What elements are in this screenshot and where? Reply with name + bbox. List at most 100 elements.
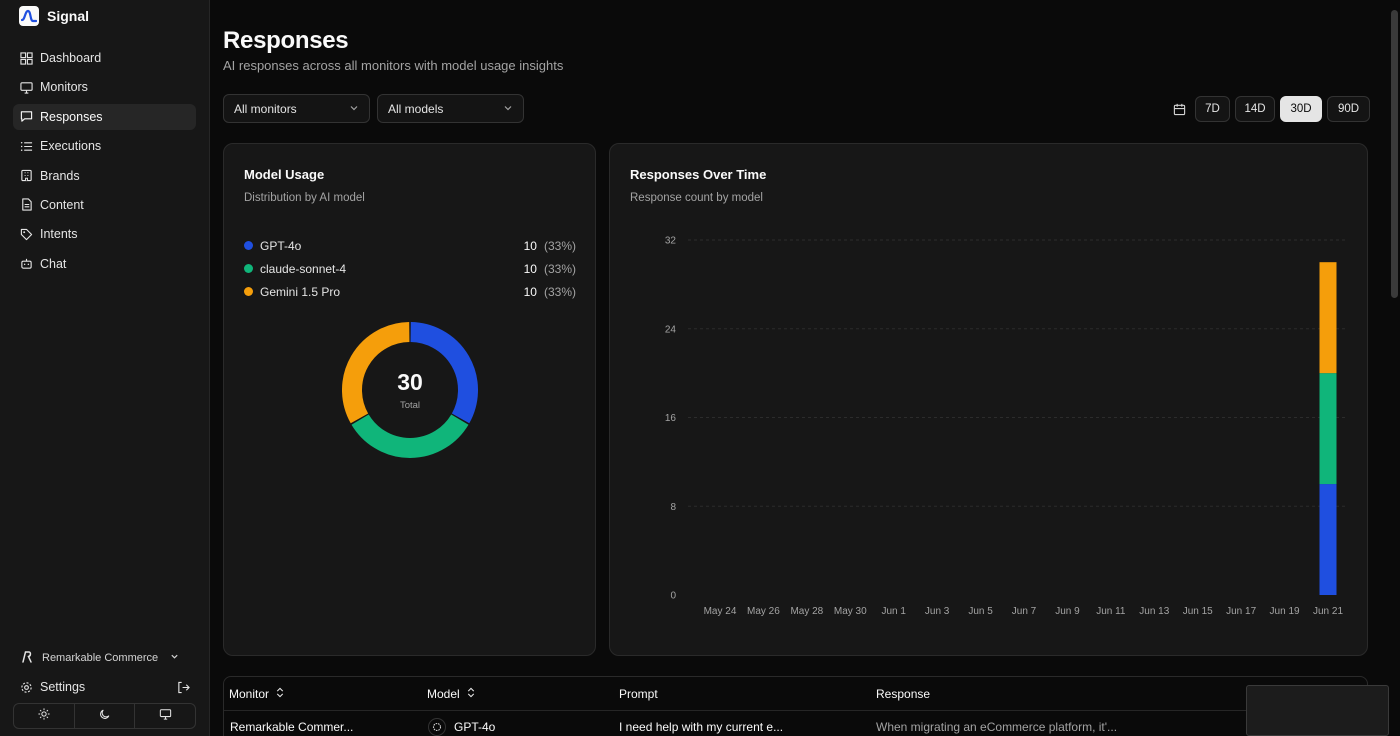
monitor-filter-select[interactable]: All monitors: [223, 94, 370, 123]
legend-percent: (33%): [543, 284, 576, 299]
sidebar-item-label: Dashboard: [40, 51, 102, 65]
settings-link[interactable]: Settings: [13, 676, 196, 698]
model-filter-select[interactable]: All models: [377, 94, 524, 123]
screenshot-thumbnail[interactable]: [1246, 685, 1389, 736]
legend-model-name: Gemini 1.5 Pro: [260, 284, 341, 299]
x-tick-label: Jun 15: [1183, 606, 1213, 617]
legend-model-name: GPT-4o: [260, 238, 302, 253]
settings-label: Settings: [40, 680, 86, 694]
monitor-icon: [159, 707, 172, 725]
legend-count: 10: [523, 261, 537, 276]
sidebar-item-brands[interactable]: Brands: [13, 163, 196, 189]
sidebar-item-label: Intents: [40, 227, 78, 242]
range-14d-button[interactable]: 14D: [1235, 96, 1275, 122]
sidebar-item-dashboard[interactable]: Dashboard: [13, 45, 196, 71]
model-usage-title: Model Usage: [244, 167, 325, 182]
moon-icon: [99, 707, 111, 725]
y-tick-label: 24: [665, 324, 677, 335]
monitor-filter-value: All monitors: [234, 101, 297, 116]
org-switcher[interactable]: Remarkable Commerce: [13, 646, 196, 670]
cell-monitor: Remarkable Commer...: [230, 720, 354, 734]
list-icon: [20, 140, 33, 153]
x-tick-label: Jun 19: [1270, 606, 1300, 617]
sidebar-item-label: Chat: [40, 256, 67, 271]
x-tick-label: Jun 13: [1139, 606, 1169, 617]
range-7d-button[interactable]: 7D: [1195, 96, 1230, 122]
sidebar-item-monitors[interactable]: Monitors: [13, 74, 196, 100]
sidebar-item-chat[interactable]: Chat: [13, 251, 196, 277]
donut-slice: [410, 322, 478, 424]
calendar-icon: [1170, 103, 1188, 116]
sidebar-item-label: Responses: [40, 109, 103, 124]
monitor-icon: [20, 81, 33, 94]
org-logo-icon: [20, 650, 34, 667]
model-filter-value: All models: [388, 101, 444, 116]
range-30d-button[interactable]: 30D: [1280, 96, 1322, 122]
sidebar-item-label: Brands: [40, 168, 80, 183]
light-theme-button[interactable]: [14, 704, 75, 728]
legend-count: 10: [523, 238, 537, 253]
model-usage-donut: [342, 322, 478, 458]
sidebar-item-content[interactable]: Content: [13, 192, 196, 218]
sidebar-item-label: Monitors: [40, 80, 88, 95]
org-name: Remarkable Commerce: [42, 652, 159, 664]
range-90d-button[interactable]: 90D: [1327, 96, 1370, 122]
system-theme-button[interactable]: [135, 704, 195, 728]
x-tick-label: Jun 7: [1012, 606, 1037, 617]
x-tick-label: Jun 11: [1096, 606, 1126, 617]
sort-icon: [275, 687, 285, 701]
sort-icon: [466, 687, 476, 701]
sidebar-item-executions[interactable]: Executions: [13, 133, 196, 159]
sidebar-item-intents[interactable]: Intents: [13, 221, 196, 247]
bar-segment[interactable]: [1319, 484, 1337, 595]
app-name: Signal: [47, 8, 90, 24]
legend-count: 10: [523, 284, 537, 299]
column-header-monitor[interactable]: Monitor: [229, 677, 285, 711]
column-label: Monitor: [229, 687, 270, 701]
cell-prompt: I need help with my current e...: [619, 720, 784, 734]
signal-wave-icon: [19, 6, 39, 26]
responses-table: Monitor Model Prompt Response Remarkable…: [223, 676, 1368, 736]
legend-percent: (33%): [543, 238, 576, 253]
cell-model-name: GPT-4o: [454, 720, 496, 734]
legend-dot: [244, 241, 253, 250]
theme-switcher: [13, 703, 196, 729]
bar-segment[interactable]: [1319, 262, 1337, 374]
tag-icon: [20, 228, 33, 241]
x-tick-label: Jun 3: [925, 606, 950, 617]
legend-item: GPT-4o 10 (33%): [244, 234, 576, 257]
responses-over-time-subtitle: Response count by model: [630, 192, 763, 204]
x-tick-label: May 30: [834, 606, 867, 617]
table-row[interactable]: Remarkable Commer... GPT-4o I need help …: [224, 711, 1367, 736]
donut-slice: [342, 322, 410, 424]
bar-segment[interactable]: [1319, 373, 1337, 485]
model-usage-card: Model Usage Distribution by AI model GPT…: [223, 143, 596, 656]
dark-theme-button[interactable]: [75, 704, 136, 728]
date-range-selector: 7D 14D 30D 90D: [1170, 96, 1370, 122]
page-scrollbar[interactable]: [1391, 10, 1398, 298]
responses-over-time-title: Responses Over Time: [630, 167, 767, 182]
page-title: Responses: [223, 27, 349, 54]
file-text-icon: [20, 198, 33, 212]
column-label: Prompt: [619, 687, 658, 701]
column-header-model[interactable]: Model: [427, 677, 476, 711]
sidebar-nav: Dashboard Monitors Responses Executions …: [13, 45, 196, 280]
chevron-down-icon: [170, 652, 179, 664]
y-tick-label: 8: [670, 502, 676, 513]
cell-response: When migrating an eCommerce platform, it…: [876, 720, 1118, 734]
model-usage-subtitle: Distribution by AI model: [244, 192, 365, 204]
logout-icon[interactable]: [177, 681, 190, 694]
table-header: Monitor Model Prompt Response: [224, 677, 1367, 711]
legend-dot: [244, 287, 253, 296]
responses-over-time-chart: 0 8 16 24 32 May 24 May 26 May 28 May 30 Jun 1 Jun…: [665, 236, 1346, 617]
brand[interactable]: Signal: [19, 6, 89, 26]
legend-model-name: claude-sonnet-4: [260, 261, 347, 276]
y-tick-label: 32: [665, 236, 677, 247]
y-tick-label: 16: [665, 413, 677, 424]
column-label: Model: [427, 687, 460, 701]
sun-icon: [38, 707, 50, 725]
sidebar-item-responses[interactable]: Responses: [13, 103, 196, 130]
x-tick-label: Jun 9: [1055, 606, 1080, 617]
bot-icon: [20, 257, 33, 270]
message-square-icon: [20, 110, 33, 123]
